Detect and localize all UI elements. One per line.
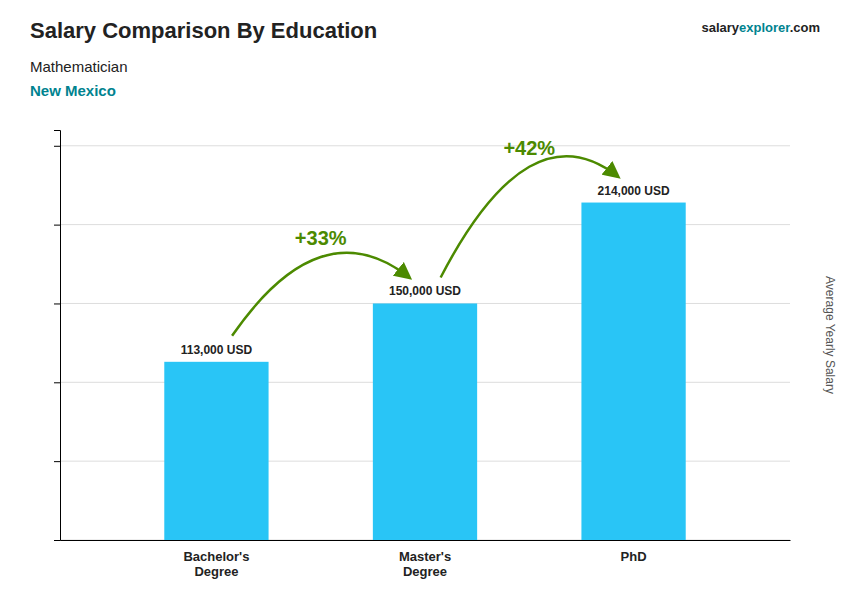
annotation-label: +33% [295,227,347,249]
x-tick-label: Bachelor'sDegree [183,549,249,579]
brand-part: salary [701,20,739,35]
x-tick-label-line: Bachelor's [183,549,249,564]
grid-line [60,145,790,146]
brand-part: .com [790,20,820,35]
y-tick-mark [54,225,60,226]
bar [373,303,477,540]
annotation-arrow [232,253,409,336]
chart: Salary Comparison By Education Mathematic… [0,0,850,606]
x-tick: Master'sDegree [399,549,451,579]
annotations: +33% +42% [232,137,618,336]
data-label: 150,000 USD [389,284,461,298]
grid [60,146,790,540]
y-tick [54,225,60,226]
data-labels: 113,000 USD 150,000 USD 214,000 USD [181,184,670,357]
x-tick-label: PhD [621,549,647,564]
y-tick-mark [54,303,60,304]
title: Salary Comparison By Education [30,18,377,43]
data-label: 113,000 USD [181,343,253,357]
x-tick: Bachelor'sDegree [183,549,249,579]
bars [164,203,685,540]
plot: Bachelor'sDegreeMaster'sDegreePhD113,000… [54,131,791,580]
x-tick-label-line: Degree [194,564,238,579]
brand: salaryexplorer.com [701,20,820,35]
x-tick-label-line: PhD [621,549,647,564]
y-tick [54,146,60,147]
y-axis [54,131,61,541]
x-tick-label: Master'sDegree [399,549,451,579]
bar [164,362,268,540]
bar [581,203,685,540]
y-tick-mark [54,382,60,383]
x-axis: Bachelor'sDegreeMaster'sDegreePhD [61,541,791,580]
y-axis-title: Average Yearly Salary [823,276,837,394]
y-tick [54,382,60,383]
y-tick-mark [54,146,60,147]
y-tick [54,303,60,304]
y-tick [54,461,60,462]
x-tick: PhD [621,549,647,564]
x-tick-label-line: Master's [399,549,451,564]
x-tick-label-line: Degree [403,564,447,579]
data-label: 214,000 USD [598,184,670,198]
x-axis-line [61,540,791,541]
annotation-arrow [441,156,618,277]
subtitle: New Mexico [30,82,116,99]
y-tick [54,540,60,541]
y-axis-line [54,131,61,541]
brand-part: explorer [739,20,790,35]
y-tick-mark [54,540,60,541]
subtitle: Mathematician [30,58,128,75]
annotation-label: +42% [503,137,555,159]
y-tick-mark [54,461,60,462]
